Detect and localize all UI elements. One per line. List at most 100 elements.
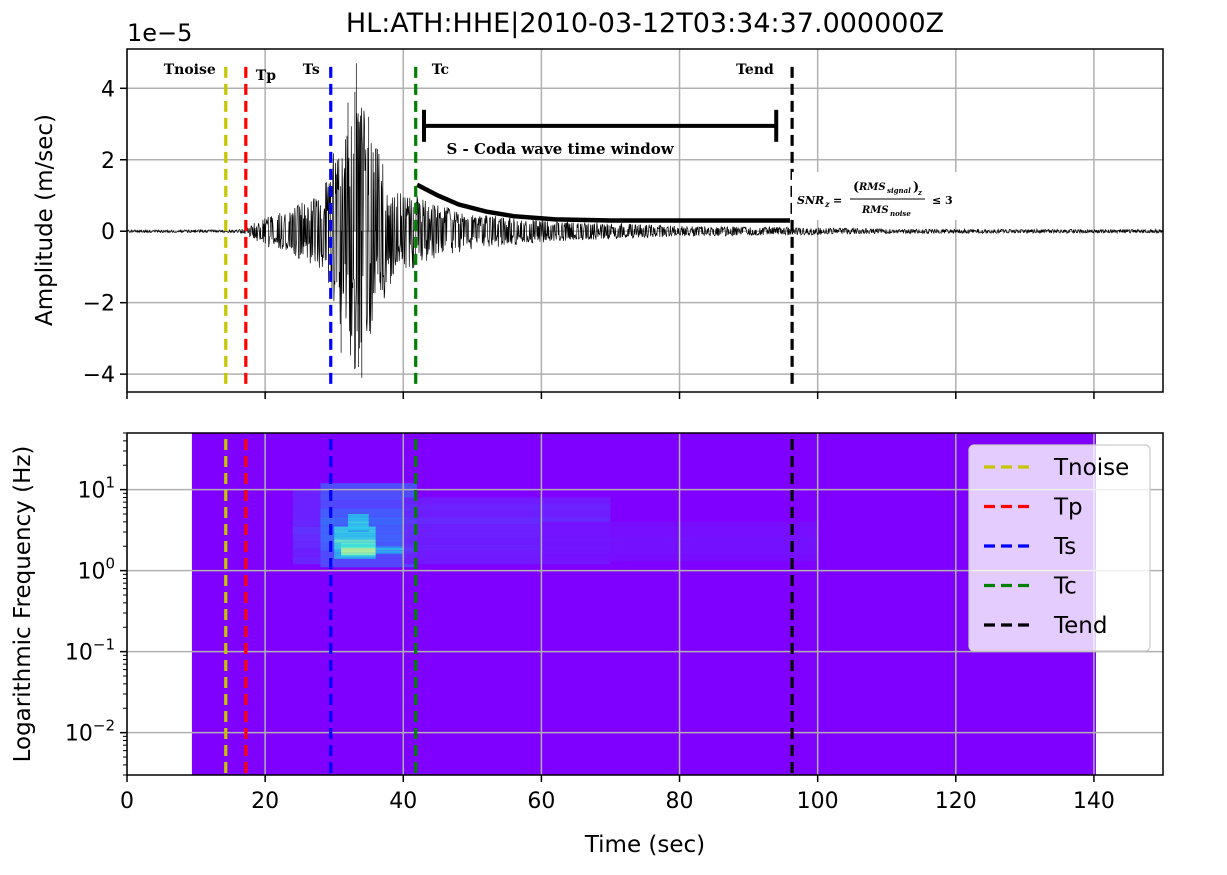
spectrogram-cell (348, 515, 369, 518)
spectrogram-cell (320, 483, 418, 492)
spectrogram-cell (292, 497, 335, 505)
snr-sub-z: z (824, 199, 830, 209)
spectrogram-cell (348, 522, 369, 525)
top-axes-frame (126, 48, 1164, 393)
chart-title: HL:ATH:HHE|2010-03-12T03:34:37.000000Z (346, 8, 944, 39)
snr-noise-sub: noise (890, 209, 911, 218)
spectrogram-cell (341, 552, 376, 554)
spectrogram-cell (341, 545, 376, 547)
snr-rms-signal: RMS (858, 182, 886, 193)
spectrogram-cell (375, 551, 418, 553)
spectrogram-cell (348, 526, 369, 529)
pick-label-tc: Tc (432, 62, 449, 78)
bottom-y-axis-label: Logarithmic Frequency (Hz) (10, 446, 36, 763)
spectrogram-cell (375, 550, 418, 551)
top-y-tick-label: −4 (83, 363, 115, 388)
snr-box-bg (792, 172, 958, 220)
snr-condition: ≤ 3 (932, 194, 953, 207)
pick-label-ts: Ts (303, 62, 320, 78)
snr-paren-close: ) (913, 180, 919, 195)
coda-window-label: S - Coda wave time window (447, 140, 675, 158)
spectrogram-cell (341, 548, 376, 550)
spectrogram-cell (320, 500, 418, 509)
pick-label-tend: Tend (736, 62, 774, 78)
top-y-tick-label: 0 (101, 220, 115, 245)
bottom-x-tick-label: 100 (797, 789, 839, 814)
spectrogram-cell (341, 544, 376, 546)
waveform-trace (127, 63, 1163, 378)
spectrogram-cell (341, 542, 376, 545)
spectrogram-cell (292, 511, 335, 520)
coda-decay-curve (416, 182, 790, 223)
spectrogram-cell (320, 558, 418, 568)
spectrogram-cell (292, 519, 335, 527)
bottom-x-ticks: 0 20 40 60 80 100 120 140 (120, 775, 1115, 814)
spectrogram-cell (403, 557, 611, 565)
spectrogram-cell (403, 550, 611, 558)
pick-label-tp: Tp (256, 68, 276, 84)
spectrogram-cell (403, 497, 611, 505)
waveform-panel: HL:ATH:HHE|2010-03-12T03:34:37.000000Z 1… (32, 8, 1164, 399)
x-axis-label: Time (sec) (584, 832, 705, 858)
bottom-y-tick-label: 10−1 (65, 636, 115, 666)
spectrogram-cell (375, 550, 418, 552)
spectrogram-cell (348, 530, 369, 532)
spectrogram-cell (292, 541, 335, 550)
spectrogram-cell (348, 524, 369, 527)
spectrogram-cell (403, 510, 611, 518)
bottom-x-tick-label: 120 (935, 789, 977, 814)
spectrogram-cell (403, 504, 611, 511)
legend-label-ts: Ts (1053, 534, 1076, 560)
snr-signal-sub: signal (887, 186, 911, 195)
spectrogram-cell (341, 553, 376, 556)
spectrogram-cell (348, 514, 369, 516)
spectrogram-cell (403, 530, 611, 538)
bottom-x-tick-label: 40 (389, 789, 417, 814)
top-y-axis-label: Amplitude (m/sec) (32, 114, 58, 326)
pick-labels: Tnoise Tp Ts Tc Tend (164, 62, 774, 84)
legend-label-tp: Tp (1053, 495, 1083, 521)
spectrogram-cell (292, 526, 335, 535)
spectrogram-cell (292, 534, 335, 542)
spectrogram-cell (348, 519, 369, 522)
spectrogram-cell (292, 549, 335, 557)
spectrogram-cell (403, 524, 611, 531)
snr-prefix: SNR (797, 194, 824, 207)
spectrogram-cell (375, 552, 418, 554)
bottom-axes-frame (126, 432, 1164, 776)
spectrogram-panel: 0 20 40 60 80 100 120 140 101 100 10−1 10−2 Time (… (10, 432, 1164, 858)
bottom-pick-lines (224, 439, 794, 775)
snr-equals: = (833, 194, 842, 207)
spectrogram-cell (375, 553, 418, 555)
pick-label-tnoise: Tnoise (164, 62, 216, 78)
spectrogram-cell (292, 556, 335, 565)
spectrogram-cell (341, 555, 376, 557)
spectrogram-cell (403, 517, 611, 525)
bottom-x-tick-label: 80 (666, 789, 694, 814)
legend-label-tnoise: Tnoise (1053, 455, 1129, 481)
spectrogram-cell (341, 549, 376, 551)
bottom-y-tick-label: 100 (77, 555, 115, 585)
bottom-x-tick-label: 140 (1073, 789, 1115, 814)
legend: Tnoise Tp Ts Tc Tend (968, 444, 1151, 652)
top-y-tick-label: 2 (101, 149, 115, 174)
bottom-y-tick-label: 10−2 (65, 717, 115, 747)
spectrogram-cell (348, 521, 369, 523)
spectrogram-cell (292, 489, 335, 498)
spectrogram-cell (334, 536, 376, 540)
spectrogram-cell (334, 539, 376, 543)
legend-label-tend: Tend (1053, 613, 1107, 639)
spectrogram-cell (403, 537, 611, 545)
top-y-ticks: 4 2 0 −2 −4 (83, 77, 127, 388)
spectrogram-cell (334, 533, 376, 537)
spectrogram-cell (375, 549, 418, 551)
y-offset-label: 1e−5 (127, 19, 192, 47)
spectrogram-cell (292, 504, 335, 512)
spectrogram-cell (320, 491, 418, 501)
bottom-y-ticks: 101 100 10−1 10−2 (65, 432, 127, 776)
spectrogram-cell (320, 508, 418, 517)
spectrogram-cell (375, 547, 418, 549)
snr-num-sub-z: z (917, 188, 923, 197)
